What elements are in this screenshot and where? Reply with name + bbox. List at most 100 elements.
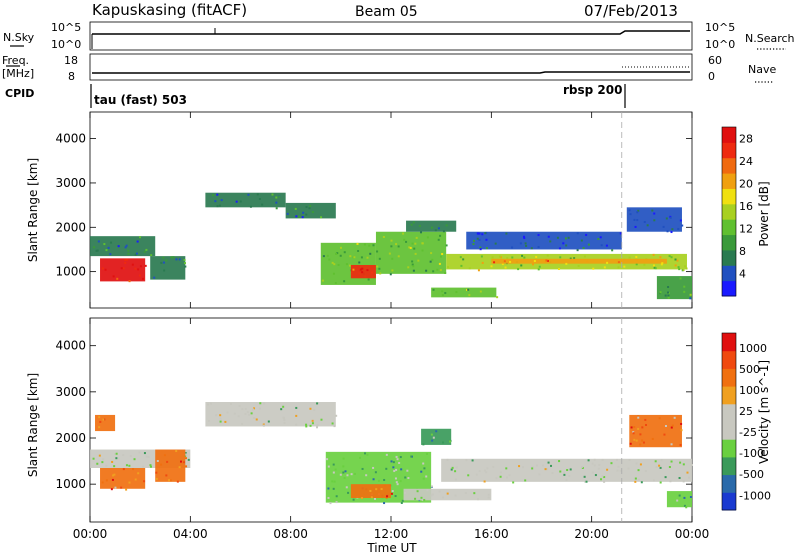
velocity-data-speckle <box>326 458 329 461</box>
power-data-speckle <box>511 246 514 249</box>
velocity-data-speckle <box>255 418 258 421</box>
power-data-speckle <box>559 256 562 259</box>
velocity-data-speckle <box>610 462 613 465</box>
power-data-speckle <box>459 256 462 259</box>
power-data-speckle <box>677 227 680 230</box>
velocity-data-speckle <box>584 480 587 483</box>
power-data-speckle <box>682 268 685 271</box>
velocity-data-speckle <box>399 480 402 483</box>
velocity-data-speckle <box>628 459 631 462</box>
power-data-speckle <box>468 267 471 270</box>
velocity-data-speckle <box>335 495 338 498</box>
power-data-speckle <box>473 239 476 242</box>
velocity-data-speckle <box>332 471 335 474</box>
power-data-speckle <box>411 242 414 245</box>
power-data-speckle <box>363 243 366 246</box>
velocity-data-speckle <box>639 463 642 466</box>
power-data-speckle <box>582 246 585 249</box>
velocity-data-speckle <box>155 471 158 474</box>
power-data-speckle <box>359 268 362 271</box>
power-data-speckle <box>674 258 677 261</box>
velocity-data-speckle <box>678 476 681 479</box>
power-data-speckle <box>439 255 442 258</box>
velocity-data-speckle <box>241 408 244 411</box>
velocity-data-speckle <box>689 495 692 498</box>
power-ytick-label: 1000 <box>55 265 86 279</box>
power-data-speckle <box>520 264 523 267</box>
velocity-data-speckle <box>180 460 183 463</box>
velocity-data-speckle <box>425 475 428 478</box>
velocity-data-speckle <box>569 468 572 471</box>
power-data-speckle <box>576 249 579 252</box>
power-colorbar-label: Power [dB] <box>757 181 771 246</box>
velocity-data-speckle <box>353 472 356 475</box>
velocity-data-speckle <box>680 429 683 432</box>
velocity-data-speckle <box>642 441 645 444</box>
power-data-speckle <box>653 266 656 269</box>
sky-right-label: N.Search <box>745 32 795 45</box>
velocity-data-speckle <box>419 499 422 502</box>
velocity-data-speckle <box>262 424 265 427</box>
power-data-speckle <box>436 268 439 271</box>
power-frame <box>89 111 693 309</box>
sky-right-tick-bottom: 10^0 <box>705 38 735 51</box>
velocity-data-speckle <box>383 484 386 487</box>
velocity-data-speckle <box>518 465 521 468</box>
power-data-speckle <box>382 235 385 238</box>
power-data-speckle <box>689 293 692 296</box>
freq-right-tick-top: 60 <box>708 54 722 67</box>
power-data-speckle <box>669 216 672 219</box>
velocity-data-cell <box>95 414 116 432</box>
power-colorbar-segment <box>722 173 736 189</box>
velocity-data-speckle <box>483 480 486 483</box>
velocity-data-cell <box>666 491 692 508</box>
power-data-speckle <box>664 294 667 297</box>
power-data-speckle <box>294 207 297 210</box>
power-data-speckle <box>295 215 298 218</box>
velocity-data-speckle <box>267 420 270 423</box>
power-data-speckle <box>309 205 312 208</box>
power-colorbar-tick: 4 <box>739 267 746 280</box>
power-data-speckle <box>586 260 589 263</box>
power-data-speckle <box>530 247 533 250</box>
power-data-speckle <box>628 209 631 212</box>
velocity-data-speckle <box>115 452 118 455</box>
velocity-data-speckle <box>679 443 682 446</box>
power-data-speckle <box>403 238 406 241</box>
cpid-mode-1: tau (fast) 503 <box>94 93 187 107</box>
power-data-speckle <box>438 262 441 265</box>
velocity-data-speckle <box>169 479 172 482</box>
power-colorbar-tick: 28 <box>739 132 753 145</box>
power-data-speckle <box>467 288 470 291</box>
power-data-speckle <box>261 203 264 206</box>
power-data-speckle <box>235 200 238 203</box>
power-colorbar-segment <box>722 280 736 297</box>
velocity-data-speckle <box>390 460 393 463</box>
power-data-speckle <box>662 225 665 228</box>
power-data-speckle <box>628 256 631 259</box>
velocity-data-speckle <box>122 454 125 457</box>
power-data-speckle <box>535 255 538 258</box>
velocity-data-speckle <box>422 462 425 465</box>
power-colorbar-tick: 12 <box>739 222 753 235</box>
power-data-speckle <box>411 263 414 266</box>
velocity-data-speckle <box>392 461 395 464</box>
velocity-data-speckle <box>682 463 685 466</box>
power-data-speckle <box>286 212 289 215</box>
power-data-speckle <box>611 249 614 252</box>
power-data-speckle <box>138 236 141 239</box>
power-data-speckle <box>635 263 638 266</box>
velocity-data-speckle <box>251 408 254 411</box>
velocity-data-speckle <box>185 453 188 456</box>
velocity-data-speckle <box>366 453 369 456</box>
velocity-data-speckle <box>316 424 319 427</box>
velocity-data-speckle <box>226 411 229 414</box>
velocity-data-speckle <box>305 425 308 428</box>
power-data-speckle <box>358 261 361 264</box>
power-data-speckle <box>603 266 606 269</box>
power-data-speckle <box>391 269 394 272</box>
velocity-data-speckle <box>111 478 114 481</box>
velocity-data-speckle <box>559 470 562 473</box>
velocity-data-speckle <box>309 424 312 427</box>
velocity-data-speckle <box>165 474 168 477</box>
